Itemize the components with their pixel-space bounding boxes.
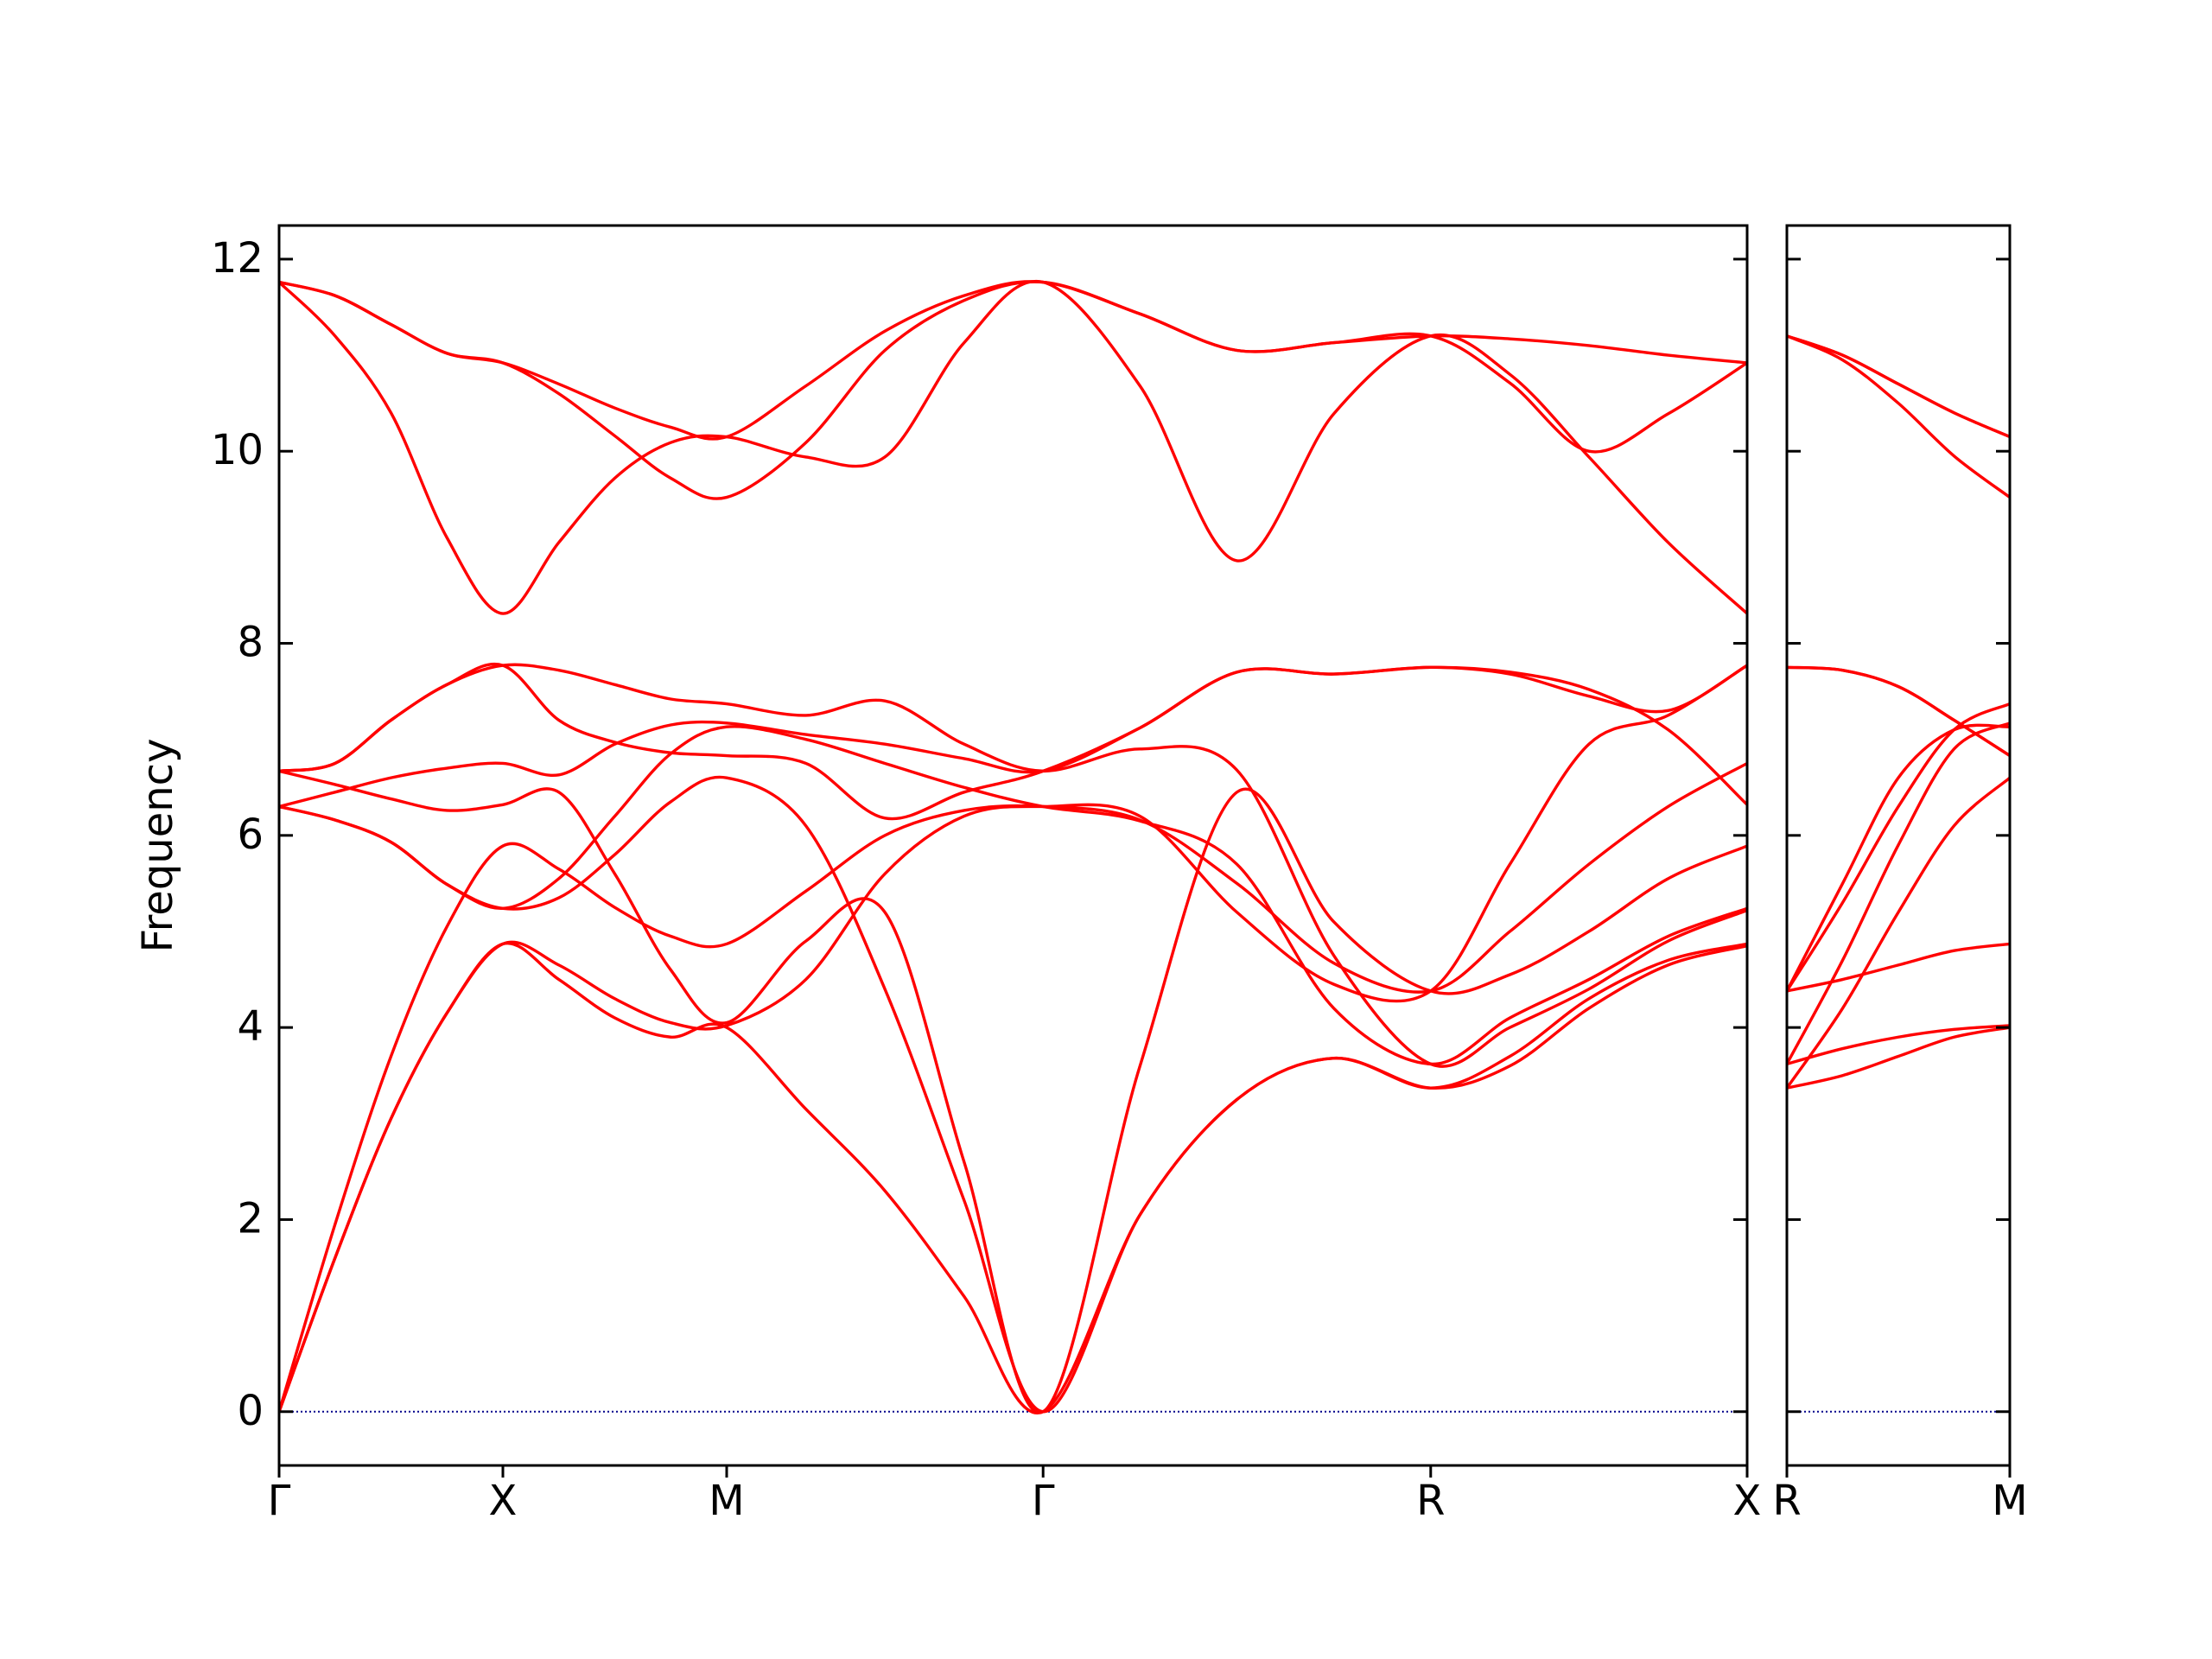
band-line — [1787, 1026, 2010, 1090]
band-line — [1787, 334, 2010, 499]
y-tick-label: 4 — [237, 1002, 264, 1051]
y-tick-label: 12 — [211, 234, 264, 283]
band-line — [1787, 776, 2010, 1090]
band-line — [279, 761, 1747, 1413]
band-line — [1787, 334, 2010, 439]
y-tick-label: 2 — [237, 1194, 264, 1243]
band-line — [279, 665, 1747, 809]
x-tick-label: R — [1416, 1477, 1445, 1525]
y-tick-label: 10 — [211, 426, 264, 474]
band-line — [1787, 721, 2010, 1065]
band-line — [279, 725, 1747, 1066]
x-tick-label: M — [709, 1477, 744, 1525]
bands — [279, 279, 1747, 1414]
plot-frame — [277, 224, 1749, 1467]
band-line — [1787, 702, 2010, 992]
band-line — [279, 664, 1747, 1413]
band-line — [279, 775, 1747, 1414]
x-tick-label: Γ — [1032, 1477, 1055, 1525]
band-line — [279, 279, 1747, 615]
band-line — [279, 662, 1747, 821]
band-line — [1787, 665, 2010, 758]
x-tick-label: R — [1772, 1477, 1801, 1525]
y-tick-label: 8 — [237, 619, 264, 667]
band-line — [279, 663, 1747, 1068]
x-tick-label: X — [489, 1477, 518, 1525]
y-tick-label: 0 — [237, 1387, 264, 1435]
x-tick-label: M — [1992, 1477, 2027, 1525]
plot-frame — [1785, 224, 2012, 1467]
band-line — [1787, 665, 2010, 758]
x-tick-label: Γ — [268, 1477, 291, 1525]
y-tick-label: 6 — [237, 810, 264, 859]
bands — [1787, 334, 2010, 1090]
band-line — [1787, 1024, 2010, 1066]
y-axis-label: Frequency — [134, 739, 182, 953]
band-line — [1787, 942, 2010, 993]
band-line — [279, 941, 1747, 1414]
band-line — [279, 769, 1747, 1414]
band-line — [1787, 723, 2010, 992]
x-tick-label: X — [1733, 1477, 1762, 1525]
band-line — [279, 280, 1747, 500]
